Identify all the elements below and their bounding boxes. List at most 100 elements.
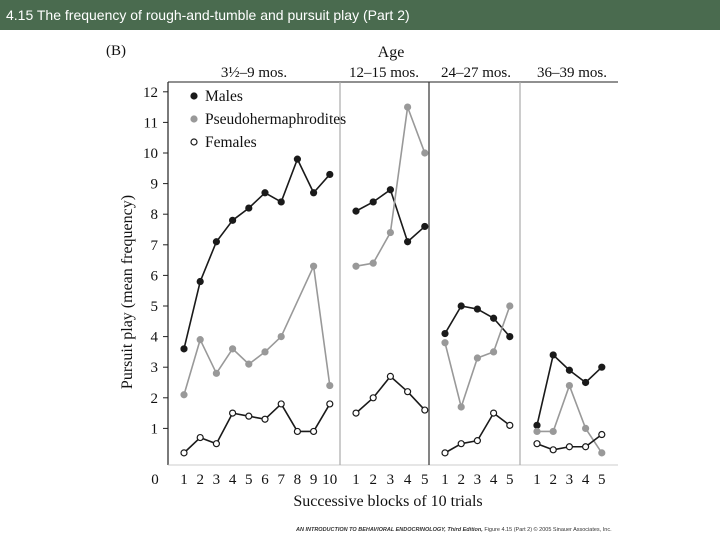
origin-label: 0 — [151, 472, 159, 488]
data-point-pseudohermaphrodites — [196, 336, 204, 344]
data-point-males — [180, 345, 188, 353]
x-tick-label: 4 — [229, 472, 237, 488]
data-point-females — [261, 415, 269, 423]
data-point-pseudohermaphrodites — [421, 149, 429, 157]
x-tick-label: 5 — [506, 472, 514, 488]
y-tick-label: 5 — [151, 299, 159, 315]
data-point-females — [277, 400, 285, 408]
x-tick-label: 2 — [549, 472, 557, 488]
data-point-females — [598, 430, 606, 439]
data-point-pseudohermaphrodites — [533, 427, 541, 436]
data-point-males — [490, 314, 498, 322]
data-point-males — [598, 363, 606, 371]
data-point-females — [549, 446, 557, 454]
data-point-pseudohermaphrodites — [180, 391, 188, 399]
data-point-females — [421, 406, 429, 414]
data-point-males — [369, 198, 377, 206]
data-point-males — [386, 186, 394, 194]
data-point-pseudohermaphrodites — [490, 348, 498, 356]
series-line-pseudohermaphrodites — [183, 265, 331, 395]
x-tick-label: 5 — [598, 472, 606, 488]
data-point-females — [404, 388, 412, 396]
x-tick-label: 5 — [421, 472, 429, 488]
y-tick-label: 10 — [143, 146, 158, 162]
data-point-females — [229, 409, 237, 417]
data-point-pseudohermaphrodites — [598, 449, 606, 457]
chart-title: Age — [378, 44, 405, 61]
x-axis-label: Successive blocks of 10 trials — [293, 493, 482, 510]
data-point-males — [310, 189, 318, 197]
data-point-females — [565, 443, 574, 451]
data-point-pseudohermaphrodites — [326, 381, 334, 390]
data-point-males — [352, 207, 360, 215]
data-point-males — [473, 305, 481, 313]
data-point-pseudohermaphrodites — [457, 403, 465, 411]
data-point-pseudohermaphrodites — [549, 427, 557, 436]
data-point-pseudohermaphrodites — [245, 360, 253, 368]
data-point-males — [293, 155, 301, 163]
series-line-males — [536, 354, 603, 426]
data-point-males — [421, 222, 429, 231]
pursuit-play-chart: (B) Age Pursuit play (mean frequency) Su… — [106, 43, 618, 510]
y-tick-label: 11 — [144, 115, 158, 131]
footer-credit: AN INTRODUCTION TO BEHAVIORAL ENDOCRINOL… — [296, 527, 716, 533]
x-tick-label: 4 — [582, 472, 590, 488]
data-point-pseudohermaphrodites — [581, 424, 590, 432]
x-tick-label: 1 — [180, 472, 188, 488]
x-tick-label: 1 — [352, 472, 360, 488]
data-point-females — [293, 427, 301, 436]
data-point-males — [506, 333, 514, 341]
age-label: 24–27 mos. — [441, 65, 511, 81]
data-point-females — [352, 409, 360, 417]
panel-label: (B) — [106, 43, 126, 59]
y-tick-label: 9 — [151, 177, 159, 193]
data-point-males — [196, 277, 204, 286]
data-point-males — [457, 302, 465, 310]
y-tick-label: 1 — [151, 421, 159, 437]
age-label: 36–39 mos. — [537, 65, 607, 81]
x-tick-label: 3 — [474, 472, 482, 488]
panel-2: 12–15 mos. 1 2 3 4 5 — [349, 65, 430, 488]
data-point-females — [386, 372, 394, 380]
series-line-females — [183, 403, 331, 454]
data-point-males — [549, 351, 557, 359]
y-tick-label: 2 — [151, 391, 159, 407]
x-tick-label: 10 — [322, 472, 337, 488]
data-point-pseudohermaphrodites — [212, 369, 220, 377]
data-point-males — [277, 198, 285, 206]
data-point-females — [506, 421, 514, 429]
data-point-pseudohermaphrodites — [565, 381, 574, 390]
age-label: 12–15 mos. — [349, 65, 419, 81]
data-point-pseudohermaphrodites — [369, 259, 377, 267]
y-tick-label: 3 — [151, 360, 159, 376]
data-point-males — [212, 238, 220, 246]
x-tick-label: 3 — [387, 472, 395, 488]
series-line-females — [444, 412, 511, 454]
data-point-males — [533, 421, 541, 429]
data-point-males — [404, 238, 412, 246]
x-tick-label: 4 — [490, 472, 498, 488]
legend-marker — [190, 138, 198, 146]
data-point-females — [490, 409, 498, 417]
data-point-pseudohermaphrodites — [386, 228, 394, 237]
data-point-females — [245, 412, 253, 420]
y-tick-label: 12 — [143, 85, 158, 101]
data-point-females — [441, 449, 449, 457]
legend-marker — [190, 115, 198, 123]
x-tick-label: 4 — [404, 472, 412, 488]
data-point-females — [581, 443, 590, 451]
x-tick-label: 3 — [213, 472, 221, 488]
data-point-males — [581, 378, 590, 387]
data-point-pseudohermaphrodites — [404, 103, 412, 111]
data-point-pseudohermaphrodites — [310, 262, 318, 270]
x-tick-label: 9 — [310, 472, 318, 488]
data-point-males — [229, 216, 237, 224]
footer-rest: Figure 4.15 (Part 2) © 2005 Sinauer Asso… — [484, 527, 612, 533]
plot-frame — [167, 81, 618, 466]
data-point-females — [457, 440, 465, 448]
data-point-pseudohermaphrodites — [473, 354, 481, 362]
series-line-males — [183, 158, 331, 350]
data-point-males — [565, 366, 574, 374]
data-point-males — [245, 204, 253, 212]
